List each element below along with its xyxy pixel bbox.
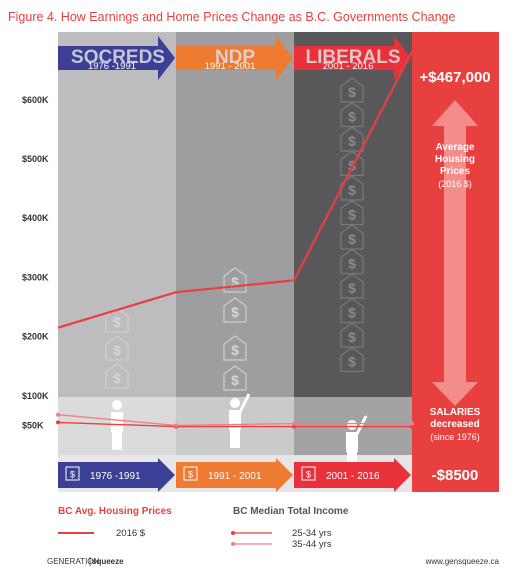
housing-label-line2: Housing — [435, 154, 475, 165]
salaries-line1: SALARIES — [430, 407, 481, 418]
house-dollar-icon: $ — [105, 335, 129, 361]
salary-change-value: -$8500 — [432, 467, 479, 484]
era-range-socreds: 1976 -1991 — [88, 61, 136, 72]
legend-swatch-25-34 — [231, 531, 272, 535]
svg-text:$: $ — [231, 274, 239, 290]
y-tick-label: $500K — [22, 154, 49, 164]
house-dollar-icon: $ — [340, 346, 364, 373]
data-lines — [56, 50, 414, 429]
footer-brand-left: GENERATION — [47, 557, 100, 566]
money-bag-icon: $ — [301, 466, 316, 481]
house-dollar-icon: $ — [223, 365, 247, 391]
era-arrow-liberals: LIBERALS 2001 - 2016 — [294, 36, 411, 80]
bottom-range-ndp: 1991 - 2001 — [208, 471, 262, 482]
series-line-income-2 — [57, 414, 412, 427]
data-point — [56, 412, 60, 417]
svg-text:$: $ — [70, 470, 75, 480]
svg-text:$: $ — [348, 133, 356, 149]
data-point — [292, 424, 296, 429]
legend-housing-title: BC Avg. Housing Prices — [58, 506, 172, 517]
svg-text:$: $ — [348, 182, 356, 198]
era-range-liberals: 2001 - 2016 — [323, 61, 374, 72]
svg-text:$: $ — [348, 280, 356, 296]
svg-text:$: $ — [348, 329, 356, 345]
y-tick-label: $100K — [22, 391, 49, 401]
legend-income-25-34: 25-34 yrs — [292, 528, 332, 539]
bottom-range-socreds: 1976 -1991 — [90, 471, 141, 482]
svg-text:$: $ — [348, 231, 356, 247]
svg-text:$: $ — [348, 109, 356, 125]
era-arrow-ndp: NDP 1991 - 2001 — [176, 36, 293, 80]
svg-text:$: $ — [348, 207, 356, 223]
housing-label-line3: Prices — [440, 166, 470, 177]
legend-swatch-35-44 — [231, 542, 272, 546]
svg-text:$: $ — [348, 305, 356, 321]
era-bg-liberals — [294, 32, 412, 492]
housing-unit: (2016 $) — [438, 179, 472, 189]
housing-change-value: +$467,000 — [419, 69, 490, 86]
svg-text:$: $ — [113, 342, 121, 358]
figure-title: Figure 4. How Earnings and Home Prices C… — [8, 10, 456, 24]
era-name-socreds: SOCREDS — [71, 47, 165, 68]
footer-url: www.gensqueeze.ca — [425, 557, 500, 566]
data-point — [410, 424, 414, 429]
house-dollar-icon: $ — [105, 363, 129, 389]
y-tick-label: $300K — [22, 272, 49, 282]
y-axis: $50K $100K $200K $300K $400K $500K $600K — [22, 95, 49, 431]
bottom-arrow-socreds: $ 1976 -1991 — [58, 458, 175, 492]
svg-text:$: $ — [113, 370, 121, 386]
svg-text:$: $ — [231, 342, 239, 358]
svg-text:$: $ — [306, 470, 311, 480]
legend: BC Avg. Housing Prices 2016 $ BC Median … — [58, 506, 349, 550]
era-name-ndp: NDP — [215, 47, 255, 68]
footer: GENERATION squeeze www.gensqueeze.ca — [47, 557, 500, 566]
series-line-housing — [57, 50, 413, 329]
salaries-since: (since 1976) — [430, 432, 480, 442]
legend-income-35-44: 35-44 yrs — [292, 539, 332, 550]
house-dollar-icon: $ — [223, 297, 247, 323]
up-down-arrow-icon — [432, 100, 478, 406]
house-dollar-icon: $ — [223, 335, 247, 361]
series-line-income-1 — [57, 421, 412, 428]
era-range-ndp: 1991 - 2001 — [205, 61, 256, 72]
era-arrow-socreds: SOCREDS 1976 -1991 — [58, 36, 175, 80]
svg-text:$: $ — [348, 84, 356, 100]
house-dollar-icon: $ — [105, 307, 129, 333]
money-bag-icon: $ — [183, 466, 198, 481]
era-name-liberals: LIBERALS — [306, 47, 401, 68]
svg-text:$: $ — [231, 372, 239, 388]
y-tick-label: $600K — [22, 95, 49, 105]
house-dollar-icon: $ — [223, 267, 247, 293]
y-tick-label: $400K — [22, 213, 49, 223]
housing-label-line1: Average — [435, 142, 475, 153]
bottom-range-liberals: 2001 - 2016 — [326, 471, 380, 482]
legend-income-title: BC Median Total Income — [233, 506, 349, 517]
data-point — [292, 421, 296, 426]
svg-text:$: $ — [348, 256, 356, 272]
svg-text:$: $ — [113, 314, 121, 330]
money-bag-icon: $ — [65, 466, 80, 481]
bottom-arrow-ndp: $ 1991 - 2001 — [176, 458, 293, 492]
person-silhouette-icon — [346, 415, 368, 470]
data-point — [56, 420, 60, 425]
svg-text:$: $ — [188, 470, 193, 480]
footer-brand-right: squeeze — [92, 557, 124, 566]
bottom-arrow-liberals: $ 2001 - 2016 — [294, 458, 411, 492]
data-point — [410, 421, 414, 426]
legend-housing-item: 2016 $ — [116, 528, 146, 539]
y-tick-label: $200K — [22, 332, 49, 342]
data-point — [174, 423, 178, 428]
y-tick-label: $50K — [22, 420, 44, 430]
salaries-line2: decreased — [430, 419, 479, 430]
svg-text:$: $ — [231, 304, 239, 320]
person-silhouette-icon — [111, 400, 123, 450]
svg-text:$: $ — [348, 354, 356, 370]
